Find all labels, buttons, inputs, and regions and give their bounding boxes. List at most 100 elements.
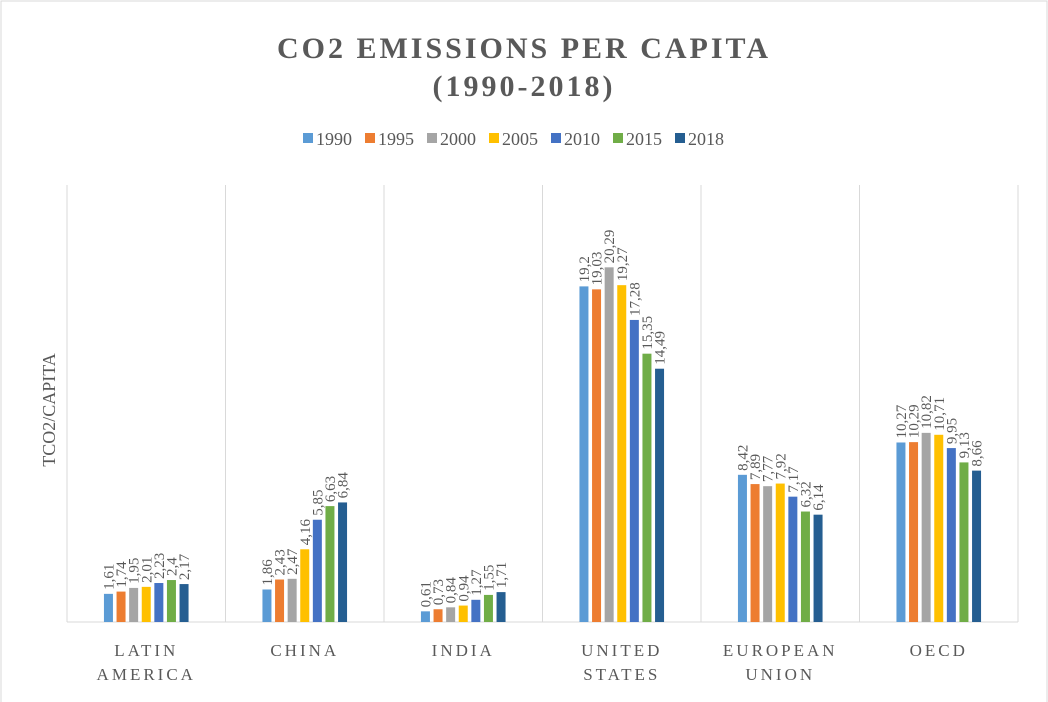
data-label: 1,95 bbox=[127, 558, 143, 584]
x-tick-label: CHINA bbox=[270, 641, 339, 660]
bar bbox=[179, 584, 189, 622]
bar bbox=[300, 549, 310, 622]
x-tick-label: LATIN AMERICA bbox=[97, 641, 196, 684]
bar bbox=[642, 353, 652, 622]
bar bbox=[592, 289, 602, 622]
bar bbox=[446, 607, 456, 622]
data-label: 14,49 bbox=[653, 331, 669, 365]
data-label: 9,13 bbox=[957, 432, 973, 458]
data-label: 20,29 bbox=[602, 230, 618, 264]
bar bbox=[275, 579, 285, 622]
data-label: 0,94 bbox=[456, 575, 472, 602]
data-label: 0,84 bbox=[444, 577, 460, 604]
data-label: 0,73 bbox=[431, 579, 447, 605]
data-label: 1,55 bbox=[481, 565, 497, 591]
legend-swatch bbox=[489, 133, 499, 143]
bar bbox=[959, 462, 969, 622]
data-label: 2,47 bbox=[285, 548, 301, 575]
bar bbox=[896, 442, 906, 622]
bar bbox=[420, 611, 430, 622]
legend-label: 2000 bbox=[440, 129, 476, 149]
x-tick-label: UNITED STATES bbox=[581, 641, 662, 684]
bar bbox=[800, 511, 810, 622]
data-label: 6,84 bbox=[336, 472, 352, 499]
bar bbox=[496, 592, 506, 622]
data-label: 5,85 bbox=[310, 489, 326, 515]
bar bbox=[946, 448, 956, 622]
bar bbox=[338, 502, 348, 622]
data-label: 10,82 bbox=[919, 395, 935, 429]
data-label: 4,16 bbox=[298, 519, 314, 546]
bar bbox=[312, 519, 322, 622]
data-label: 10,71 bbox=[932, 397, 948, 431]
data-label: 2,17 bbox=[177, 553, 193, 580]
data-label: 1,71 bbox=[494, 562, 510, 588]
data-label: 2,23 bbox=[152, 553, 168, 579]
data-label: 6,32 bbox=[798, 481, 814, 507]
bar bbox=[972, 470, 982, 622]
data-label: 7,89 bbox=[748, 454, 764, 480]
data-label: 10,27 bbox=[894, 404, 910, 438]
legend-label: 2018 bbox=[688, 129, 724, 149]
data-label: 17,28 bbox=[627, 282, 643, 316]
bar bbox=[116, 591, 126, 622]
bar bbox=[154, 583, 164, 622]
bar bbox=[141, 586, 151, 622]
data-label: 15,35 bbox=[640, 316, 656, 350]
bar bbox=[166, 580, 176, 622]
data-label: 7,17 bbox=[786, 466, 802, 493]
bar bbox=[433, 609, 443, 622]
bar bbox=[458, 605, 468, 622]
legend-swatch bbox=[303, 133, 313, 143]
data-label: 1,86 bbox=[260, 559, 276, 586]
data-label: 2,01 bbox=[139, 557, 155, 583]
bar bbox=[750, 484, 760, 622]
bar bbox=[934, 434, 944, 622]
data-label: 19,27 bbox=[615, 247, 631, 281]
data-label: 19,2 bbox=[577, 256, 593, 282]
bar bbox=[763, 486, 773, 622]
bar bbox=[129, 587, 139, 622]
data-label: 2,4 bbox=[164, 557, 180, 576]
legend-label: 1990 bbox=[316, 129, 352, 149]
data-label: 1,27 bbox=[469, 569, 485, 596]
bar bbox=[921, 432, 931, 622]
chart-subtitle: (1990-2018) bbox=[433, 70, 616, 103]
legend-swatch bbox=[675, 133, 685, 143]
bar bbox=[813, 514, 823, 622]
data-label: 10,29 bbox=[907, 404, 923, 438]
bar bbox=[103, 593, 113, 622]
legend-label: 2005 bbox=[502, 129, 538, 149]
bar bbox=[483, 594, 493, 622]
bar bbox=[909, 442, 919, 622]
data-label: 7,92 bbox=[773, 453, 789, 479]
legend-swatch bbox=[365, 133, 375, 143]
bar bbox=[655, 368, 665, 622]
data-label: 8,66 bbox=[970, 440, 986, 467]
data-label: 8,42 bbox=[735, 445, 751, 471]
data-label: 6,14 bbox=[811, 484, 827, 511]
bar bbox=[471, 599, 481, 622]
bar bbox=[617, 285, 627, 622]
bar bbox=[629, 319, 639, 622]
data-label: 1,74 bbox=[114, 561, 130, 588]
bar bbox=[604, 267, 614, 622]
bar bbox=[287, 578, 297, 622]
legend-label: 2015 bbox=[626, 129, 662, 149]
x-tick-label: OECD bbox=[910, 641, 968, 660]
legend-swatch bbox=[613, 133, 623, 143]
bar bbox=[579, 286, 589, 622]
x-tick-label: INDIA bbox=[432, 641, 495, 660]
data-label: 1,61 bbox=[101, 564, 117, 590]
bar bbox=[788, 496, 798, 622]
data-label: 2,43 bbox=[273, 549, 289, 575]
chart-title: CO2 EMISSIONS PER CAPITA bbox=[277, 32, 771, 65]
data-label: 0,61 bbox=[418, 581, 434, 607]
legend-swatch bbox=[427, 133, 437, 143]
data-label: 6,63 bbox=[323, 476, 339, 502]
bar bbox=[775, 483, 785, 622]
bar bbox=[737, 474, 747, 622]
legend-label: 2010 bbox=[564, 129, 600, 149]
legend-label: 1995 bbox=[378, 129, 414, 149]
